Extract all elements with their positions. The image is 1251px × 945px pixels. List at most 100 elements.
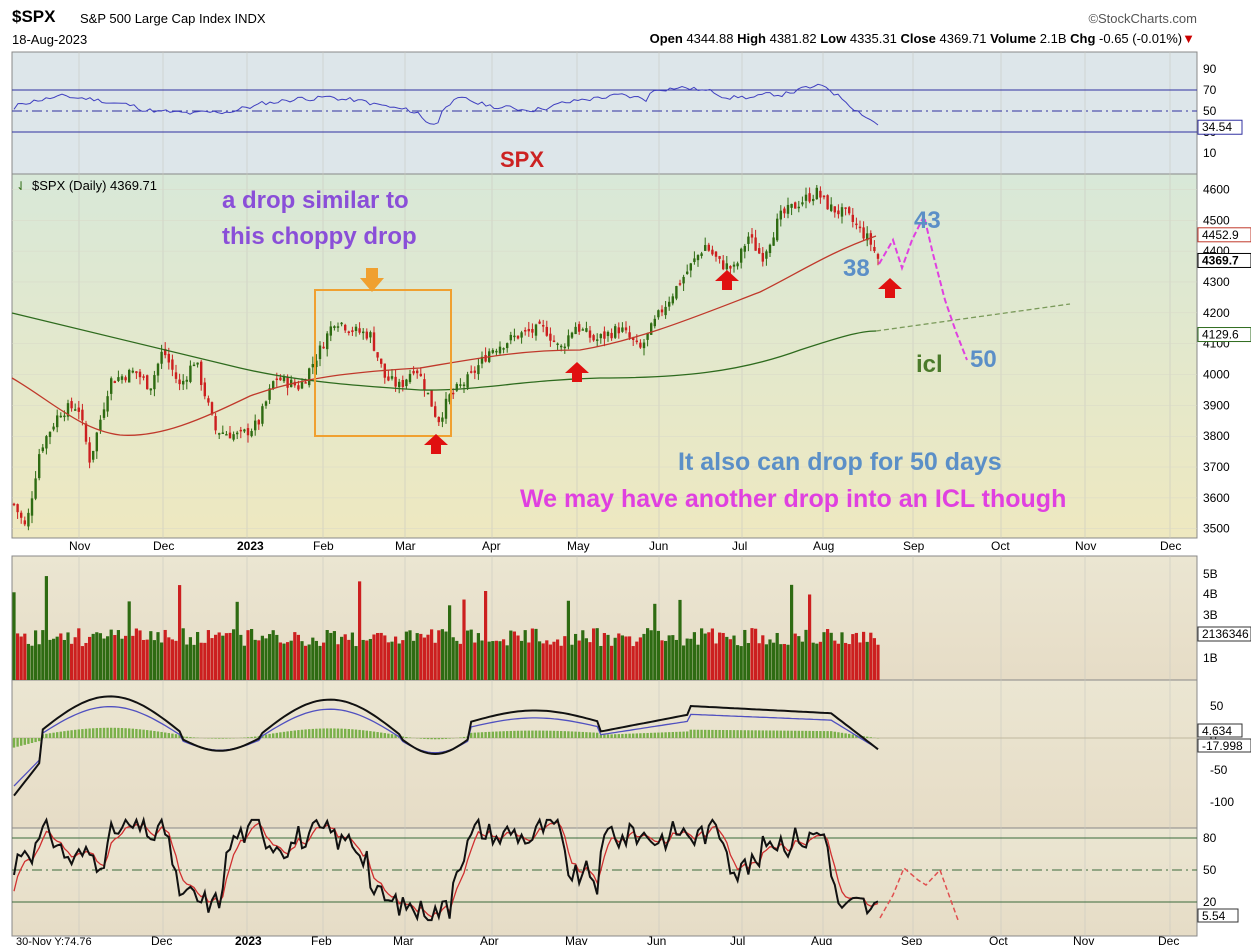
macd-histogram <box>12 727 880 748</box>
volume-bar <box>246 630 250 680</box>
macd-hist-bar <box>714 729 718 738</box>
bottom-x-tick-label: Apr <box>480 934 499 945</box>
macd-hist-bar <box>776 730 779 738</box>
macd-hist-bar <box>365 730 368 738</box>
price-candle <box>358 328 361 333</box>
price-candle <box>876 254 880 259</box>
volume-bar <box>340 636 344 680</box>
x-tick-label: Jul <box>732 539 747 553</box>
price-candle <box>153 375 156 390</box>
price-candle <box>182 380 185 385</box>
price-candle <box>92 450 95 460</box>
price-candle <box>376 352 379 358</box>
macd-hist-bar <box>732 730 736 738</box>
macd-hist-bar <box>322 728 325 738</box>
macd-hist-bar <box>293 730 296 738</box>
volume-bar <box>620 635 624 680</box>
macd-hist-bar <box>506 731 509 738</box>
price-candle <box>606 331 610 337</box>
macd-hist-bar <box>790 730 793 738</box>
price-candle <box>318 345 322 360</box>
price-candle <box>848 207 851 214</box>
volume-bar <box>610 645 614 680</box>
macd-line <box>13 695 879 797</box>
macd-hist-bar <box>473 732 476 738</box>
volume-bar <box>606 634 610 680</box>
volume-bar <box>232 629 236 680</box>
stoch-k-line <box>13 816 879 922</box>
price-candle <box>52 426 55 430</box>
macd-hist-bar <box>63 731 66 738</box>
stoch-tick-label: 80 <box>1203 831 1217 845</box>
macd-hist-bar <box>102 727 106 738</box>
volume-bar <box>325 630 329 680</box>
volume-bar <box>156 632 160 680</box>
price-candle <box>214 416 217 431</box>
x-tick-label: May <box>567 539 590 553</box>
bottom-x-tick-label: May <box>565 934 588 945</box>
price-candle <box>718 256 721 259</box>
macd-hist-bar <box>167 733 170 738</box>
volume-bar <box>624 636 628 680</box>
macd-hist-bar <box>480 732 484 738</box>
macd-hist-bar <box>142 729 145 738</box>
volume-bar <box>757 643 761 680</box>
volume-bar <box>628 636 632 680</box>
price-candle <box>480 356 484 364</box>
volume-bar <box>876 644 880 680</box>
price-candle <box>329 326 332 336</box>
volume-bar <box>80 646 84 680</box>
macd-hist-bar <box>20 738 23 746</box>
volume-bar <box>430 629 434 680</box>
macd-hist-bar <box>660 732 664 738</box>
red-up-arrows <box>424 270 902 454</box>
price-candle <box>102 409 106 418</box>
price-tick-label: 4200 <box>1203 306 1230 320</box>
macd-hist-bar <box>855 735 858 738</box>
macd-hist-bar <box>754 730 757 738</box>
volume-bar <box>282 643 286 680</box>
price-candle <box>146 375 149 390</box>
macd-hist-bar <box>354 729 358 738</box>
macd-hist-bar <box>858 735 862 738</box>
volume-bar <box>124 635 128 680</box>
volume-bar <box>854 632 858 680</box>
macd-hist-bar <box>56 732 59 738</box>
macd-hist-bar <box>750 730 754 738</box>
macd-hist-bar <box>596 732 599 738</box>
macd-hist-bar <box>297 730 300 738</box>
macd-hist-bar <box>578 731 581 738</box>
volume-bar <box>59 633 63 680</box>
volume-bar <box>754 628 758 680</box>
volume-bar <box>23 633 27 680</box>
x-tick-label: Dec <box>153 539 174 553</box>
volume-bar <box>444 631 448 680</box>
price-candle <box>236 432 239 435</box>
stoch-d-line <box>13 821 879 918</box>
volume-bar <box>682 645 686 680</box>
macd-hist-bar <box>419 738 422 739</box>
macd-tick-label: -50 <box>1210 763 1228 777</box>
volume-bar <box>761 635 765 680</box>
macd-hist-bar <box>66 730 70 738</box>
price-candle <box>110 378 113 394</box>
volume-bar <box>559 645 563 680</box>
volume-bar <box>869 632 873 680</box>
volume-bar <box>635 641 639 680</box>
price-candle <box>675 286 678 299</box>
volume-bar <box>419 633 423 680</box>
volume-bar <box>358 581 362 680</box>
price-candle <box>570 332 574 338</box>
macd-hist-bar <box>678 731 682 738</box>
price-candle <box>614 326 617 338</box>
volume-bar <box>322 642 326 680</box>
macd-hist-bar <box>822 731 826 738</box>
macd-hist-bar <box>70 730 73 738</box>
volume-bar <box>55 636 59 680</box>
macd-hist-bar <box>635 733 638 738</box>
volume-bar <box>642 633 646 680</box>
volume-bar <box>520 640 524 680</box>
volume-bar <box>178 585 182 680</box>
volume-bar <box>538 641 542 680</box>
price-candle <box>275 378 278 381</box>
